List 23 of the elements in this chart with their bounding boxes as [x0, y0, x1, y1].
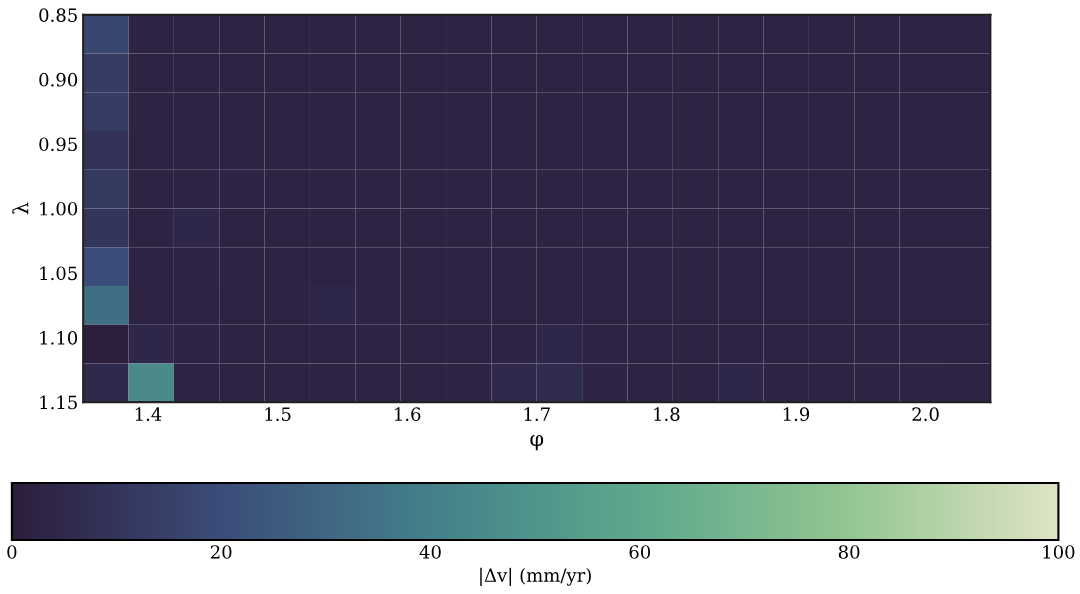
y-tick-label: 1.15 [40, 395, 77, 410]
x-tick-label: 1.9 [783, 407, 810, 421]
color-bar-label: 20 [210, 545, 232, 559]
color-bar-label: 80 [838, 545, 860, 559]
y-tick-label: 1.05 [40, 266, 77, 281]
x-axis-title: φ [530, 434, 544, 451]
x-tick-label: 1.8 [654, 407, 680, 421]
x-tick-label: 2.0 [912, 407, 939, 421]
y-tick-label: 1.10 [40, 331, 78, 345]
color-bar-title: |Δv| (mm/yr) [480, 567, 591, 586]
y-tick-label: 0.95 [39, 137, 77, 152]
x-tick-label: 1.5 [265, 407, 291, 421]
color-bar-label: 0 [7, 545, 17, 559]
x-tick-label: 1.7 [524, 407, 550, 421]
y-axis-title: λ [12, 202, 29, 215]
color-bar-label: 60 [629, 545, 651, 559]
color-bar-label: 40 [419, 545, 441, 559]
x-tick-label: 1.6 [395, 407, 421, 421]
x-tick-label: 1.4 [135, 407, 162, 421]
y-tick-label: 0.85 [39, 8, 77, 22]
color-bar-label: 100 [1043, 545, 1075, 559]
y-tick-label: 1.00 [40, 201, 78, 216]
y-tick-label: 0.90 [39, 72, 78, 87]
